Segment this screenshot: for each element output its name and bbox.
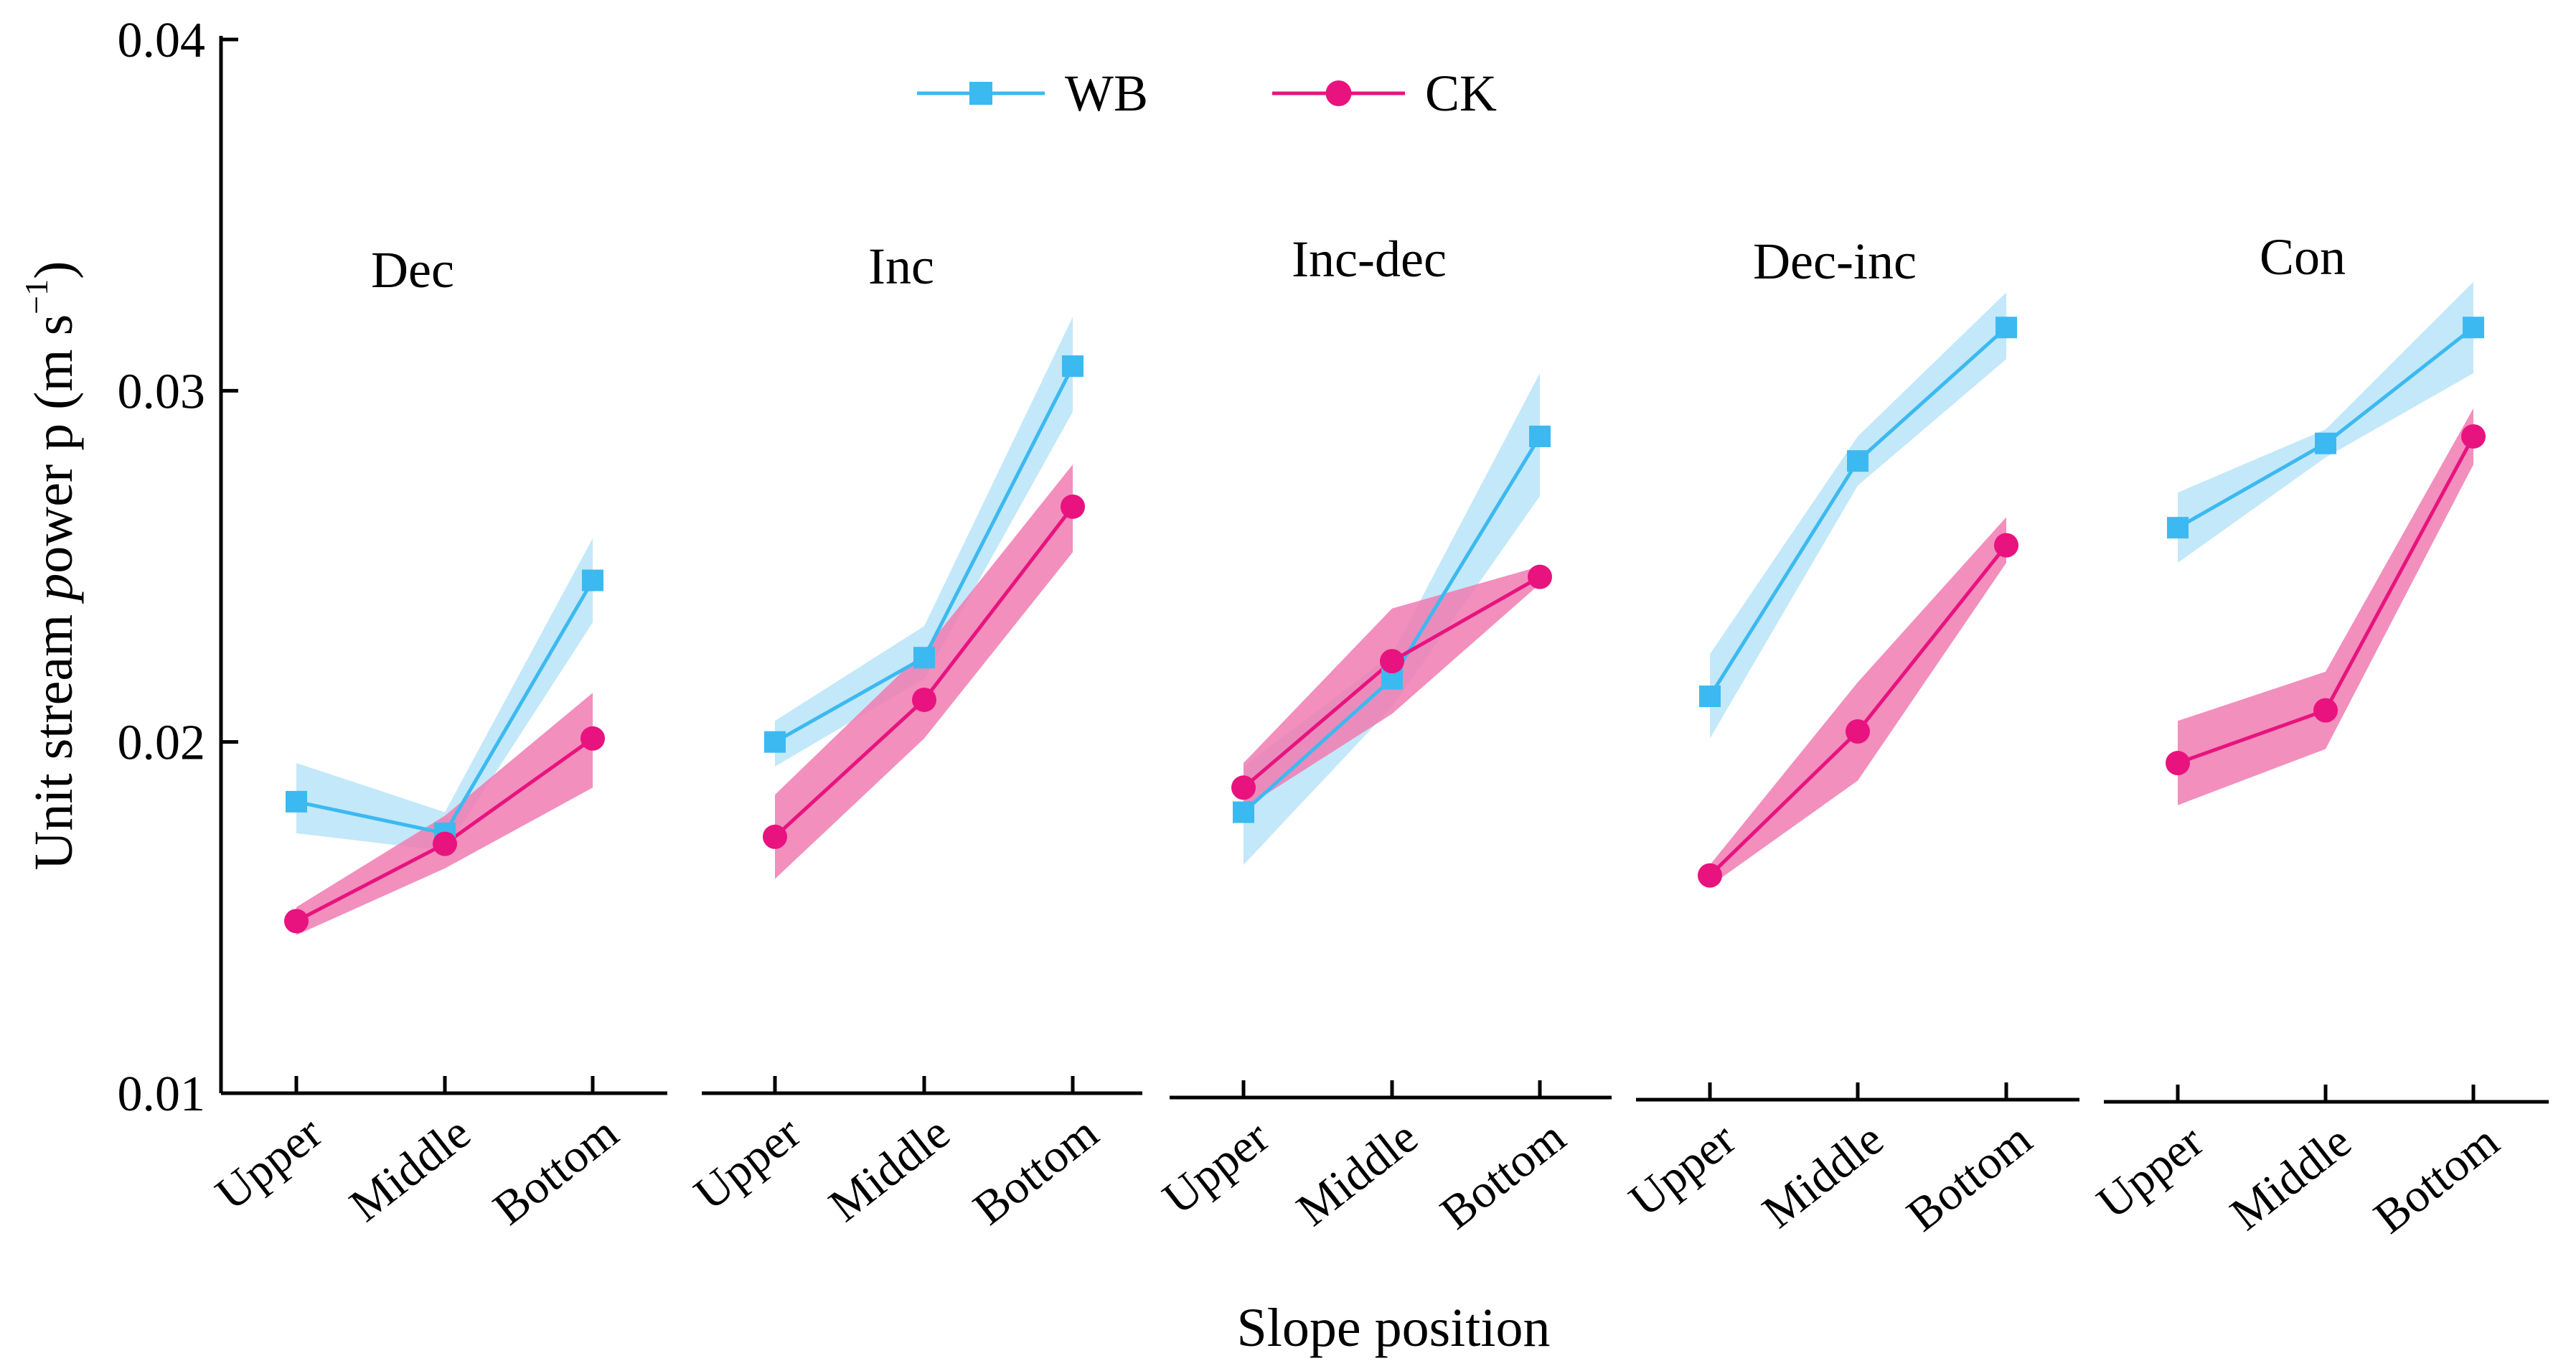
point-wb-inc-dec-bottom (1529, 425, 1551, 447)
point-wb-con-middle (2315, 432, 2336, 454)
point-ck-dec-bottom (580, 726, 605, 751)
band-ck-dec (296, 693, 593, 935)
band-ck-inc (775, 464, 1073, 879)
point-ck-con-bottom (2461, 424, 2486, 449)
legend-label-wb: WB (1065, 65, 1148, 122)
panel-title-con: Con (2260, 228, 2346, 286)
panel-title-dec: Dec (371, 241, 454, 299)
y-tick-label: 0.02 (118, 716, 206, 771)
x-tick-label-middle: Middle (1287, 1110, 1427, 1236)
point-ck-con-upper (2166, 751, 2190, 776)
band-wb-dec-inc (1710, 292, 2006, 739)
point-ck-inc-dec-upper (1231, 775, 1256, 800)
x-tick-label-bottom: Bottom (964, 1106, 1108, 1235)
panel-title-inc: Inc (868, 238, 934, 295)
y-tick-label: 0.03 (118, 364, 206, 419)
point-wb-inc-bottom (1062, 355, 1083, 378)
legend-marker-wb (969, 82, 992, 105)
point-ck-dec-upper (284, 909, 309, 934)
labels: 0.01 0.02 0.03 0.04 Unit stream power p (m s… (18, 13, 2509, 1358)
x-tick-label-upper: Upper (1153, 1110, 1279, 1225)
point-ck-dec-inc-middle (1846, 719, 1870, 744)
panel-title-inc-dec: Inc-dec (1292, 230, 1447, 288)
x-tick-label-middle: Middle (2221, 1115, 2361, 1240)
band-wb-con (2178, 281, 2473, 563)
y-tick-label: 0.01 (118, 1067, 206, 1122)
x-tick-label-upper: Upper (206, 1106, 332, 1220)
point-ck-inc-dec-middle (1380, 649, 1404, 674)
x-tick-label-upper: Upper (685, 1106, 810, 1220)
x-tick-label-bottom: Bottom (484, 1106, 628, 1235)
point-wb-inc-upper (764, 731, 786, 753)
point-wb-dec-inc-middle (1847, 450, 1868, 472)
x-tick-label-middle: Middle (340, 1106, 480, 1232)
point-ck-inc-upper (763, 824, 787, 849)
x-tick-label-middle: Middle (1753, 1113, 1893, 1238)
x-tick-label-upper: Upper (2087, 1115, 2213, 1229)
x-tick-label-bottom: Bottom (2364, 1115, 2509, 1243)
point-ck-inc-dec-bottom (1528, 564, 1552, 589)
y-tick-label: 0.04 (118, 13, 206, 68)
band-ck-dec-inc (1710, 517, 2006, 886)
legend-label-ck: CK (1425, 65, 1497, 122)
panel-title-dec-inc: Dec-inc (1753, 233, 1917, 290)
point-wb-dec-bottom (582, 569, 603, 591)
y-axis-title: Unit stream power p (m s−1) (18, 261, 84, 871)
point-ck-con-middle (2313, 698, 2338, 723)
x-axis-title: Slope position (1236, 1298, 1550, 1358)
data-markers (284, 317, 2486, 934)
x-tick-label-bottom: Bottom (1431, 1110, 1575, 1239)
x-tick-label-middle: Middle (819, 1106, 959, 1232)
point-ck-inc-middle (912, 687, 936, 712)
x-tick-label-bottom: Bottom (1897, 1113, 2041, 1241)
point-wb-dec-upper (286, 790, 307, 813)
confidence-bands (296, 281, 2473, 935)
point-wb-con-bottom (2463, 317, 2484, 339)
axes (219, 36, 2549, 1104)
point-ck-dec-inc-upper (1698, 863, 1722, 888)
legend-marker-ck (1325, 80, 1352, 106)
point-ck-dec-middle (433, 831, 457, 856)
point-ck-dec-inc-bottom (1994, 533, 2018, 558)
point-wb-con-upper (2167, 517, 2189, 539)
x-tick-label-upper: Upper (1620, 1113, 1745, 1227)
point-wb-inc-middle (913, 647, 935, 669)
point-wb-dec-inc-upper (1699, 686, 1721, 708)
point-ck-inc-bottom (1061, 494, 1085, 519)
point-wb-inc-dec-upper (1233, 801, 1254, 823)
band-ck-con (2178, 408, 2473, 805)
point-wb-dec-inc-bottom (1996, 317, 2017, 339)
band-wb-dec (296, 538, 593, 851)
